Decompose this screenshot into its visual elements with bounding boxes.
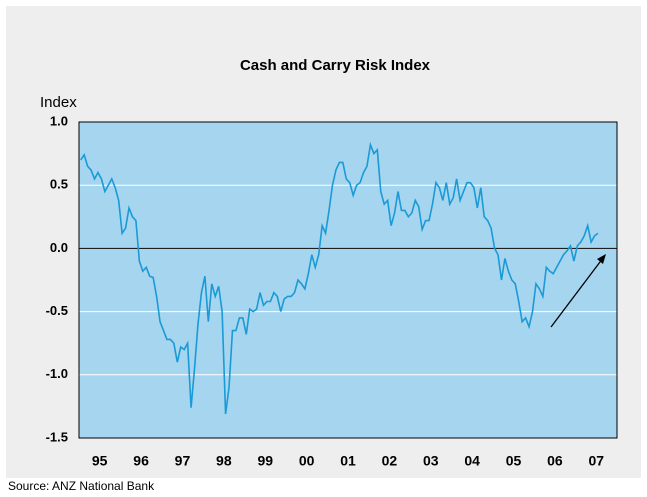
plot-area [79, 122, 617, 438]
x-tick-label: 00 [299, 453, 315, 469]
x-tick-label: 03 [423, 453, 439, 469]
y-tick-label: 0.0 [50, 240, 68, 255]
x-tick-label: 02 [382, 453, 398, 469]
x-tick-label: 04 [464, 453, 480, 469]
arrow-head [597, 254, 606, 264]
x-tick-label: 97 [175, 453, 191, 469]
x-tick-label: 07 [589, 453, 605, 469]
x-tick-label: 06 [547, 453, 563, 469]
arrow-shaft [550, 257, 604, 328]
x-tick-label: 99 [257, 453, 273, 469]
x-tick-label: 98 [216, 453, 232, 469]
plot: -1.5 -1.0 -0.5 0.0 0.5 1.0 95 96 97 98 99 00 01 02 03 0… [46, 113, 618, 469]
y-tick-label: 0.5 [50, 177, 68, 192]
source: Source: ANZ National Bank [8, 479, 155, 493]
y-tick-label: -0.5 [46, 303, 68, 318]
chart-title: Cash and Carry Risk Index [240, 57, 431, 74]
x-tick-label: 95 [92, 453, 108, 469]
x-tick-label: 96 [133, 453, 149, 469]
y-tick-label: 1.0 [50, 113, 68, 128]
y-axis-label: Index [40, 94, 77, 111]
x-tick-label: 01 [340, 453, 356, 469]
y-tick-label: -1.0 [46, 366, 68, 381]
y-tick-label: -1.5 [46, 429, 68, 444]
data-line [80, 141, 599, 415]
x-tick-label: 05 [506, 453, 522, 469]
plot-border [78, 121, 618, 439]
